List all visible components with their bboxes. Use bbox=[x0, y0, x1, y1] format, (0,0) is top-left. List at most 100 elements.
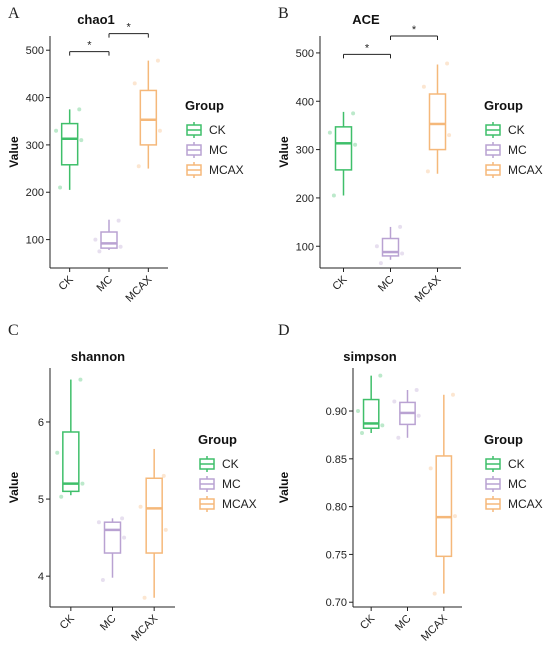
data-point bbox=[138, 504, 143, 509]
significance-label: * bbox=[87, 40, 92, 52]
y-tick-label: 0.80 bbox=[326, 502, 347, 514]
data-point bbox=[163, 527, 168, 532]
x-tick-label: CK bbox=[58, 612, 78, 632]
data-point bbox=[136, 164, 141, 169]
x-tick-label: MC bbox=[95, 274, 116, 295]
significance-label: * bbox=[127, 22, 132, 34]
legend: Group CK MC MCAX bbox=[185, 98, 244, 178]
legend-label: MCAX bbox=[508, 163, 543, 177]
y-tick-label: 4 bbox=[38, 571, 44, 583]
legend-item-mc: MC bbox=[199, 476, 241, 492]
y-tick-label: 0.70 bbox=[326, 597, 347, 609]
y-axis-label: Value bbox=[277, 472, 291, 504]
data-point bbox=[398, 224, 403, 229]
legend: Group CK MC MCAX bbox=[198, 432, 257, 512]
data-point bbox=[142, 595, 147, 600]
data-point bbox=[54, 128, 59, 133]
data-point bbox=[380, 423, 385, 428]
legend-item-ck: CK bbox=[485, 122, 525, 138]
box-mcax bbox=[428, 392, 457, 596]
legend-label: MC bbox=[508, 477, 527, 491]
box-body bbox=[428, 93, 447, 151]
legend-item-mc: MC bbox=[186, 142, 228, 158]
data-point bbox=[378, 261, 383, 266]
data-point bbox=[122, 535, 127, 540]
legend-item-mcax: MCAX bbox=[186, 162, 244, 178]
data-point bbox=[378, 373, 383, 378]
box-mcax bbox=[138, 448, 168, 600]
legend-title: Group bbox=[484, 432, 523, 447]
data-point bbox=[432, 591, 437, 596]
y-tick-label: 300 bbox=[26, 140, 44, 152]
data-point bbox=[93, 237, 98, 242]
data-point bbox=[447, 133, 452, 138]
data-point bbox=[452, 514, 457, 519]
data-point bbox=[400, 251, 405, 256]
box-body bbox=[103, 521, 122, 554]
box-body bbox=[62, 431, 80, 493]
data-point bbox=[353, 142, 358, 147]
data-point bbox=[116, 218, 121, 223]
legend-label: MCAX bbox=[508, 497, 543, 511]
data-point bbox=[356, 409, 361, 414]
y-tick-label: 5 bbox=[38, 494, 44, 506]
data-point bbox=[396, 435, 401, 440]
data-point bbox=[450, 392, 455, 397]
x-tick-label: CK bbox=[358, 612, 378, 632]
panel-letter: D bbox=[278, 322, 290, 339]
legend-item-mc: MC bbox=[485, 142, 527, 158]
data-point bbox=[161, 473, 166, 478]
y-tick-label: 100 bbox=[296, 241, 314, 253]
panel-title: shannon bbox=[71, 349, 125, 364]
box-ck bbox=[327, 111, 358, 198]
legend-title: Group bbox=[185, 98, 224, 113]
panel-letter: A bbox=[8, 5, 20, 22]
data-point bbox=[416, 413, 421, 418]
legend-item-mcax: MCAX bbox=[485, 496, 543, 512]
box-mcax bbox=[421, 61, 452, 174]
panel-title: chao1 bbox=[77, 12, 115, 27]
legend-title: Group bbox=[484, 98, 523, 113]
legend-label: CK bbox=[209, 123, 226, 137]
data-point bbox=[77, 107, 82, 112]
data-point bbox=[96, 520, 101, 525]
y-tick-label: 400 bbox=[296, 96, 314, 108]
data-point bbox=[132, 81, 137, 86]
significance-bracket: * bbox=[390, 24, 438, 40]
data-point bbox=[97, 249, 102, 254]
data-point bbox=[421, 84, 426, 89]
box-body bbox=[381, 237, 400, 257]
data-point bbox=[351, 111, 356, 116]
legend-item-ck: CK bbox=[186, 122, 226, 138]
data-point bbox=[428, 466, 433, 471]
legend-label: CK bbox=[508, 457, 525, 471]
data-point bbox=[79, 138, 84, 143]
data-point bbox=[58, 185, 63, 190]
box-ck bbox=[356, 373, 385, 436]
significance-bracket: * bbox=[69, 40, 110, 56]
box-mc bbox=[374, 224, 405, 266]
significance-bracket: * bbox=[343, 42, 391, 59]
data-point bbox=[55, 450, 60, 455]
legend-item-ck: CK bbox=[199, 456, 239, 472]
box-body bbox=[100, 231, 118, 249]
data-point bbox=[118, 244, 123, 249]
legend-item-mcax: MCAX bbox=[199, 496, 257, 512]
legend-label: MC bbox=[222, 477, 241, 491]
box-mc bbox=[93, 218, 123, 254]
x-tick-label: MCAX bbox=[123, 273, 154, 304]
panel-b: B ACE 100 200 300 400 500 Value CK MC MCAX * * Group C… bbox=[277, 5, 543, 305]
y-tick-label: 0.90 bbox=[326, 406, 347, 418]
x-tick-label: MCAX bbox=[129, 612, 160, 643]
legend-title: Group bbox=[198, 432, 237, 447]
x-tick-label: CK bbox=[330, 273, 350, 293]
y-tick-label: 500 bbox=[26, 45, 44, 57]
box-ck bbox=[54, 107, 84, 190]
legend-item-mcax: MCAX bbox=[485, 162, 543, 178]
data-point bbox=[59, 494, 64, 499]
data-point bbox=[392, 399, 397, 404]
legend: Group CK MC MCAX bbox=[484, 98, 543, 178]
y-tick-label: 100 bbox=[26, 235, 44, 247]
x-tick-label: MC bbox=[393, 613, 414, 634]
